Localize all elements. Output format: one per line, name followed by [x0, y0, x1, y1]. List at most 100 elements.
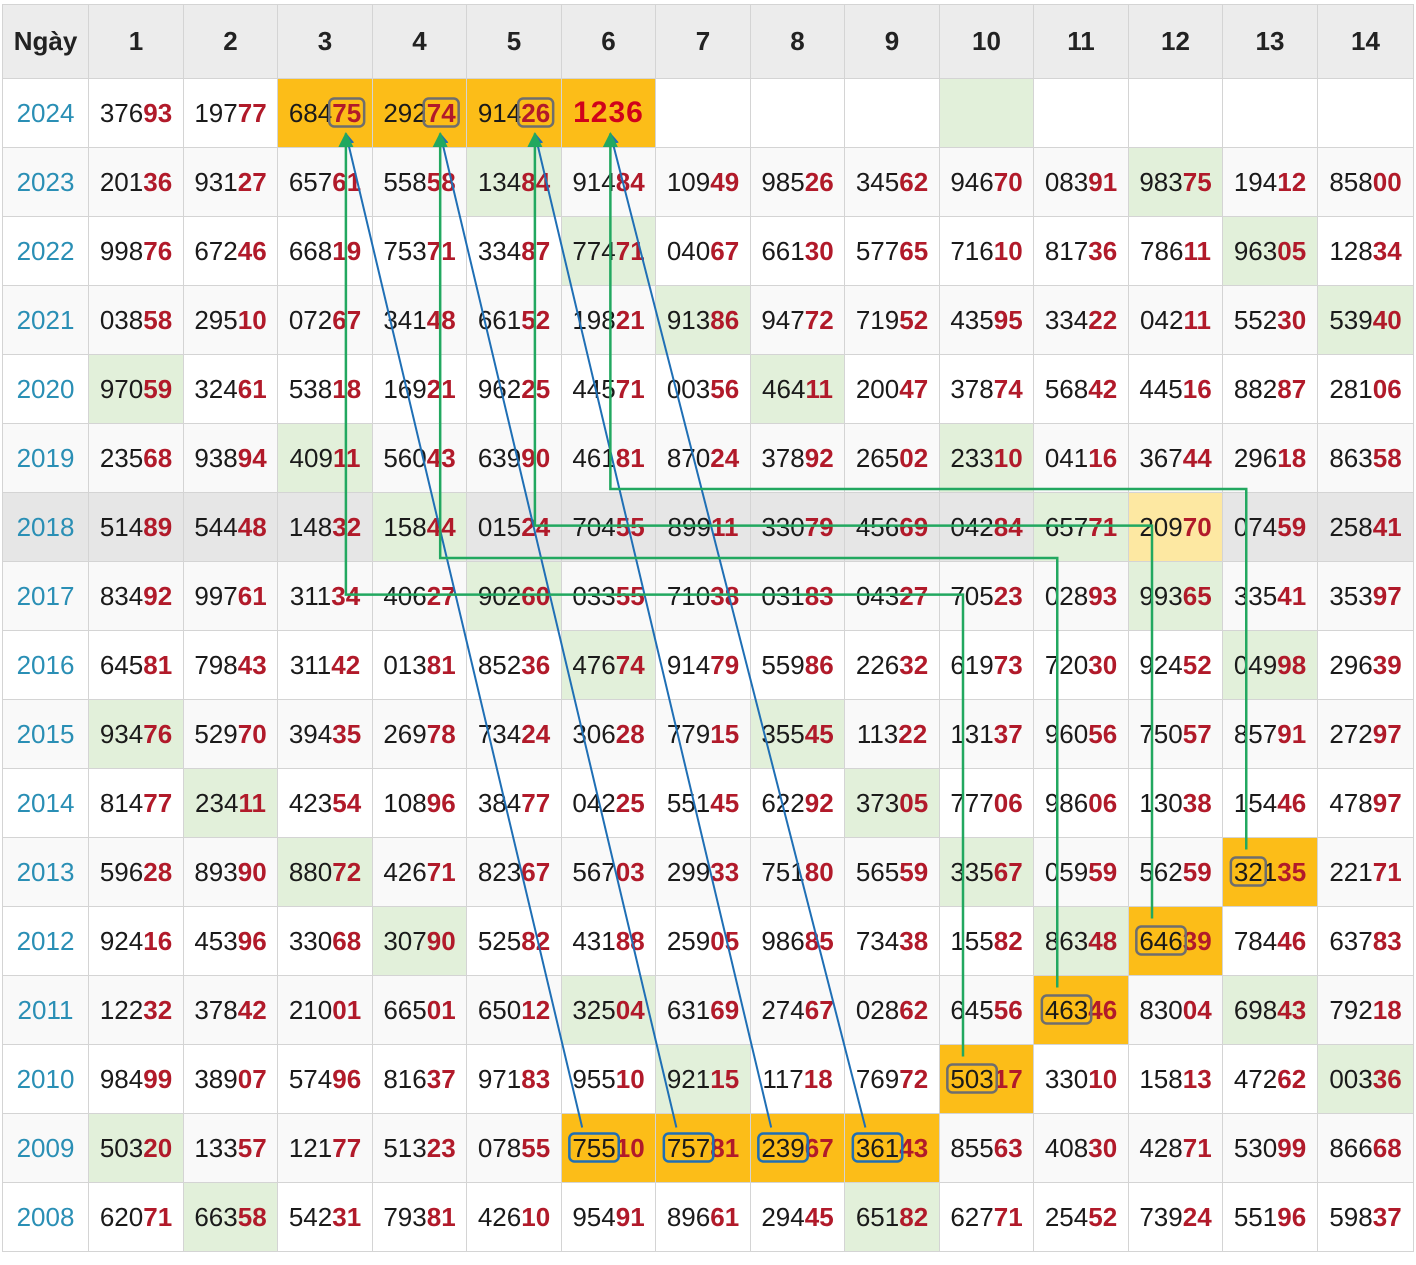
- result-cell: 25841: [1317, 492, 1414, 562]
- year-cell[interactable]: 2021: [2, 285, 89, 355]
- tail-digits: 93: [143, 97, 173, 128]
- prefix-digits: 863: [1044, 925, 1089, 956]
- year-cell[interactable]: 2009: [2, 1113, 89, 1183]
- tail-digits: 99: [143, 1063, 173, 1094]
- result-cell: 12834: [1317, 216, 1414, 286]
- tail-digits: 97: [1372, 787, 1402, 818]
- prefix-digits: 596: [99, 856, 144, 887]
- tail-digits: 30: [1277, 304, 1307, 335]
- tail-digits: 82: [993, 925, 1023, 956]
- result-cell: 75180: [750, 837, 845, 907]
- result-cell: 34562: [844, 147, 940, 217]
- prefix-digits: 221: [1329, 856, 1373, 887]
- year-cell[interactable]: 2024: [2, 78, 89, 148]
- prefix-digits: 155: [950, 925, 994, 956]
- prefix-digits: 394: [288, 718, 333, 749]
- year-cell[interactable]: 2015: [2, 699, 89, 769]
- result-cell: 61973: [939, 630, 1034, 700]
- year-cell[interactable]: 2017: [2, 561, 89, 631]
- tail-digits: 98: [1277, 649, 1307, 680]
- result-cell: 91484: [561, 147, 656, 217]
- tail-digits: 84: [615, 166, 645, 197]
- tail-digits: 75: [332, 97, 362, 128]
- prefix-digits: 197: [194, 97, 238, 128]
- result-cell: 98606: [1033, 768, 1129, 838]
- tail-digits: 59: [1277, 511, 1307, 542]
- tail-digits: 62: [899, 166, 929, 197]
- year-cell[interactable]: 2019: [2, 423, 89, 493]
- tail-digits: 36: [521, 649, 551, 680]
- prefix-digits: 960: [1044, 718, 1089, 749]
- year-cell[interactable]: 2013: [2, 837, 89, 907]
- result-cell: 19821: [561, 285, 656, 355]
- result-cell: 70455: [561, 492, 656, 562]
- prefix-digits: 476: [572, 649, 616, 680]
- prefix-digits: 955: [572, 1063, 616, 1094]
- year-cell[interactable]: 2022: [2, 216, 89, 286]
- result-cell: 62292: [750, 768, 845, 838]
- year-cell[interactable]: 2011: [2, 975, 89, 1045]
- tail-digits: 26: [521, 97, 551, 128]
- prefix-digits: 986: [1044, 787, 1089, 818]
- tail-digits: 16: [1182, 373, 1212, 404]
- tail-digits: 39: [1372, 649, 1402, 680]
- tail-digits: 05: [1277, 235, 1307, 266]
- prefix-digits: 931: [194, 166, 238, 197]
- result-cell: 98375: [1128, 147, 1223, 217]
- tail-digits: 93: [1088, 580, 1118, 611]
- tail-digits: 61: [237, 373, 267, 404]
- prefix-digits: 464: [762, 373, 806, 404]
- tail-digits: 91: [1277, 718, 1307, 749]
- prefix-digits: 503: [950, 1063, 994, 1094]
- year-cell[interactable]: 2008: [2, 1182, 89, 1252]
- tail-digits: 47: [899, 373, 929, 404]
- prefix-digits: 109: [666, 166, 711, 197]
- year-cell[interactable]: 2020: [2, 354, 89, 424]
- result-cell: 76972: [844, 1044, 940, 1114]
- tail-digits: 36: [1088, 235, 1118, 266]
- year-cell[interactable]: 2010: [2, 1044, 89, 1114]
- prefix-digits: 620: [99, 1201, 144, 1232]
- result-cell: 19777: [183, 78, 278, 148]
- prefix-digits: 870: [666, 442, 711, 473]
- tail-digits: 81: [426, 649, 456, 680]
- prefix-digits: 117: [762, 1063, 804, 1094]
- tail-digits: 35: [332, 718, 362, 749]
- year-cell[interactable]: 2016: [2, 630, 89, 700]
- prefix-digits: 235: [99, 442, 144, 473]
- result-cell: 65182: [844, 1182, 940, 1252]
- prefix-digits: 324: [194, 373, 238, 404]
- prefix-digits: 562: [1139, 856, 1183, 887]
- result-cell: 40911: [277, 423, 373, 493]
- tail-digits: 67: [710, 235, 740, 266]
- year-cell[interactable]: 2023: [2, 147, 89, 217]
- tail-digits: 04: [1182, 994, 1212, 1025]
- result-cell: 93127: [183, 147, 278, 217]
- result-cell: 62771: [939, 1182, 1034, 1252]
- table-row: 2024 37693 19777 68475 29274 91426 1236: [2, 78, 1414, 148]
- result-cell: 39435: [277, 699, 373, 769]
- prefix-digits: 108: [383, 787, 427, 818]
- result-cell: 89390: [183, 837, 278, 907]
- result-cell: 81637: [372, 1044, 467, 1114]
- prefix-digits: 083: [1044, 166, 1089, 197]
- year-cell[interactable]: 2012: [2, 906, 89, 976]
- year-cell[interactable]: 2018: [2, 492, 89, 562]
- result-cell: 86668: [1317, 1113, 1414, 1183]
- prefix-digits: 210: [288, 994, 333, 1025]
- table-row: 2022 99876 67246 66819 75371 33487 77471 04067 6…: [2, 216, 1414, 286]
- tail-digits: 15: [710, 1063, 740, 1094]
- year-cell[interactable]: 2014: [2, 768, 89, 838]
- prefix-digits: 072: [288, 304, 333, 335]
- result-cell: 29510: [183, 285, 278, 355]
- tail-digits: 52: [899, 304, 929, 335]
- header-col-3: 3: [277, 4, 373, 79]
- tail-digits: 00: [1372, 166, 1402, 197]
- result-cell: 52970: [183, 699, 278, 769]
- prefix-digits: 574: [288, 1063, 333, 1094]
- result-cell: 78611: [1128, 216, 1223, 286]
- result-cell: 91479: [655, 630, 751, 700]
- tail-digits: 21: [426, 373, 456, 404]
- tail-digits: 45: [710, 787, 740, 818]
- result-cell: 21001: [277, 975, 373, 1045]
